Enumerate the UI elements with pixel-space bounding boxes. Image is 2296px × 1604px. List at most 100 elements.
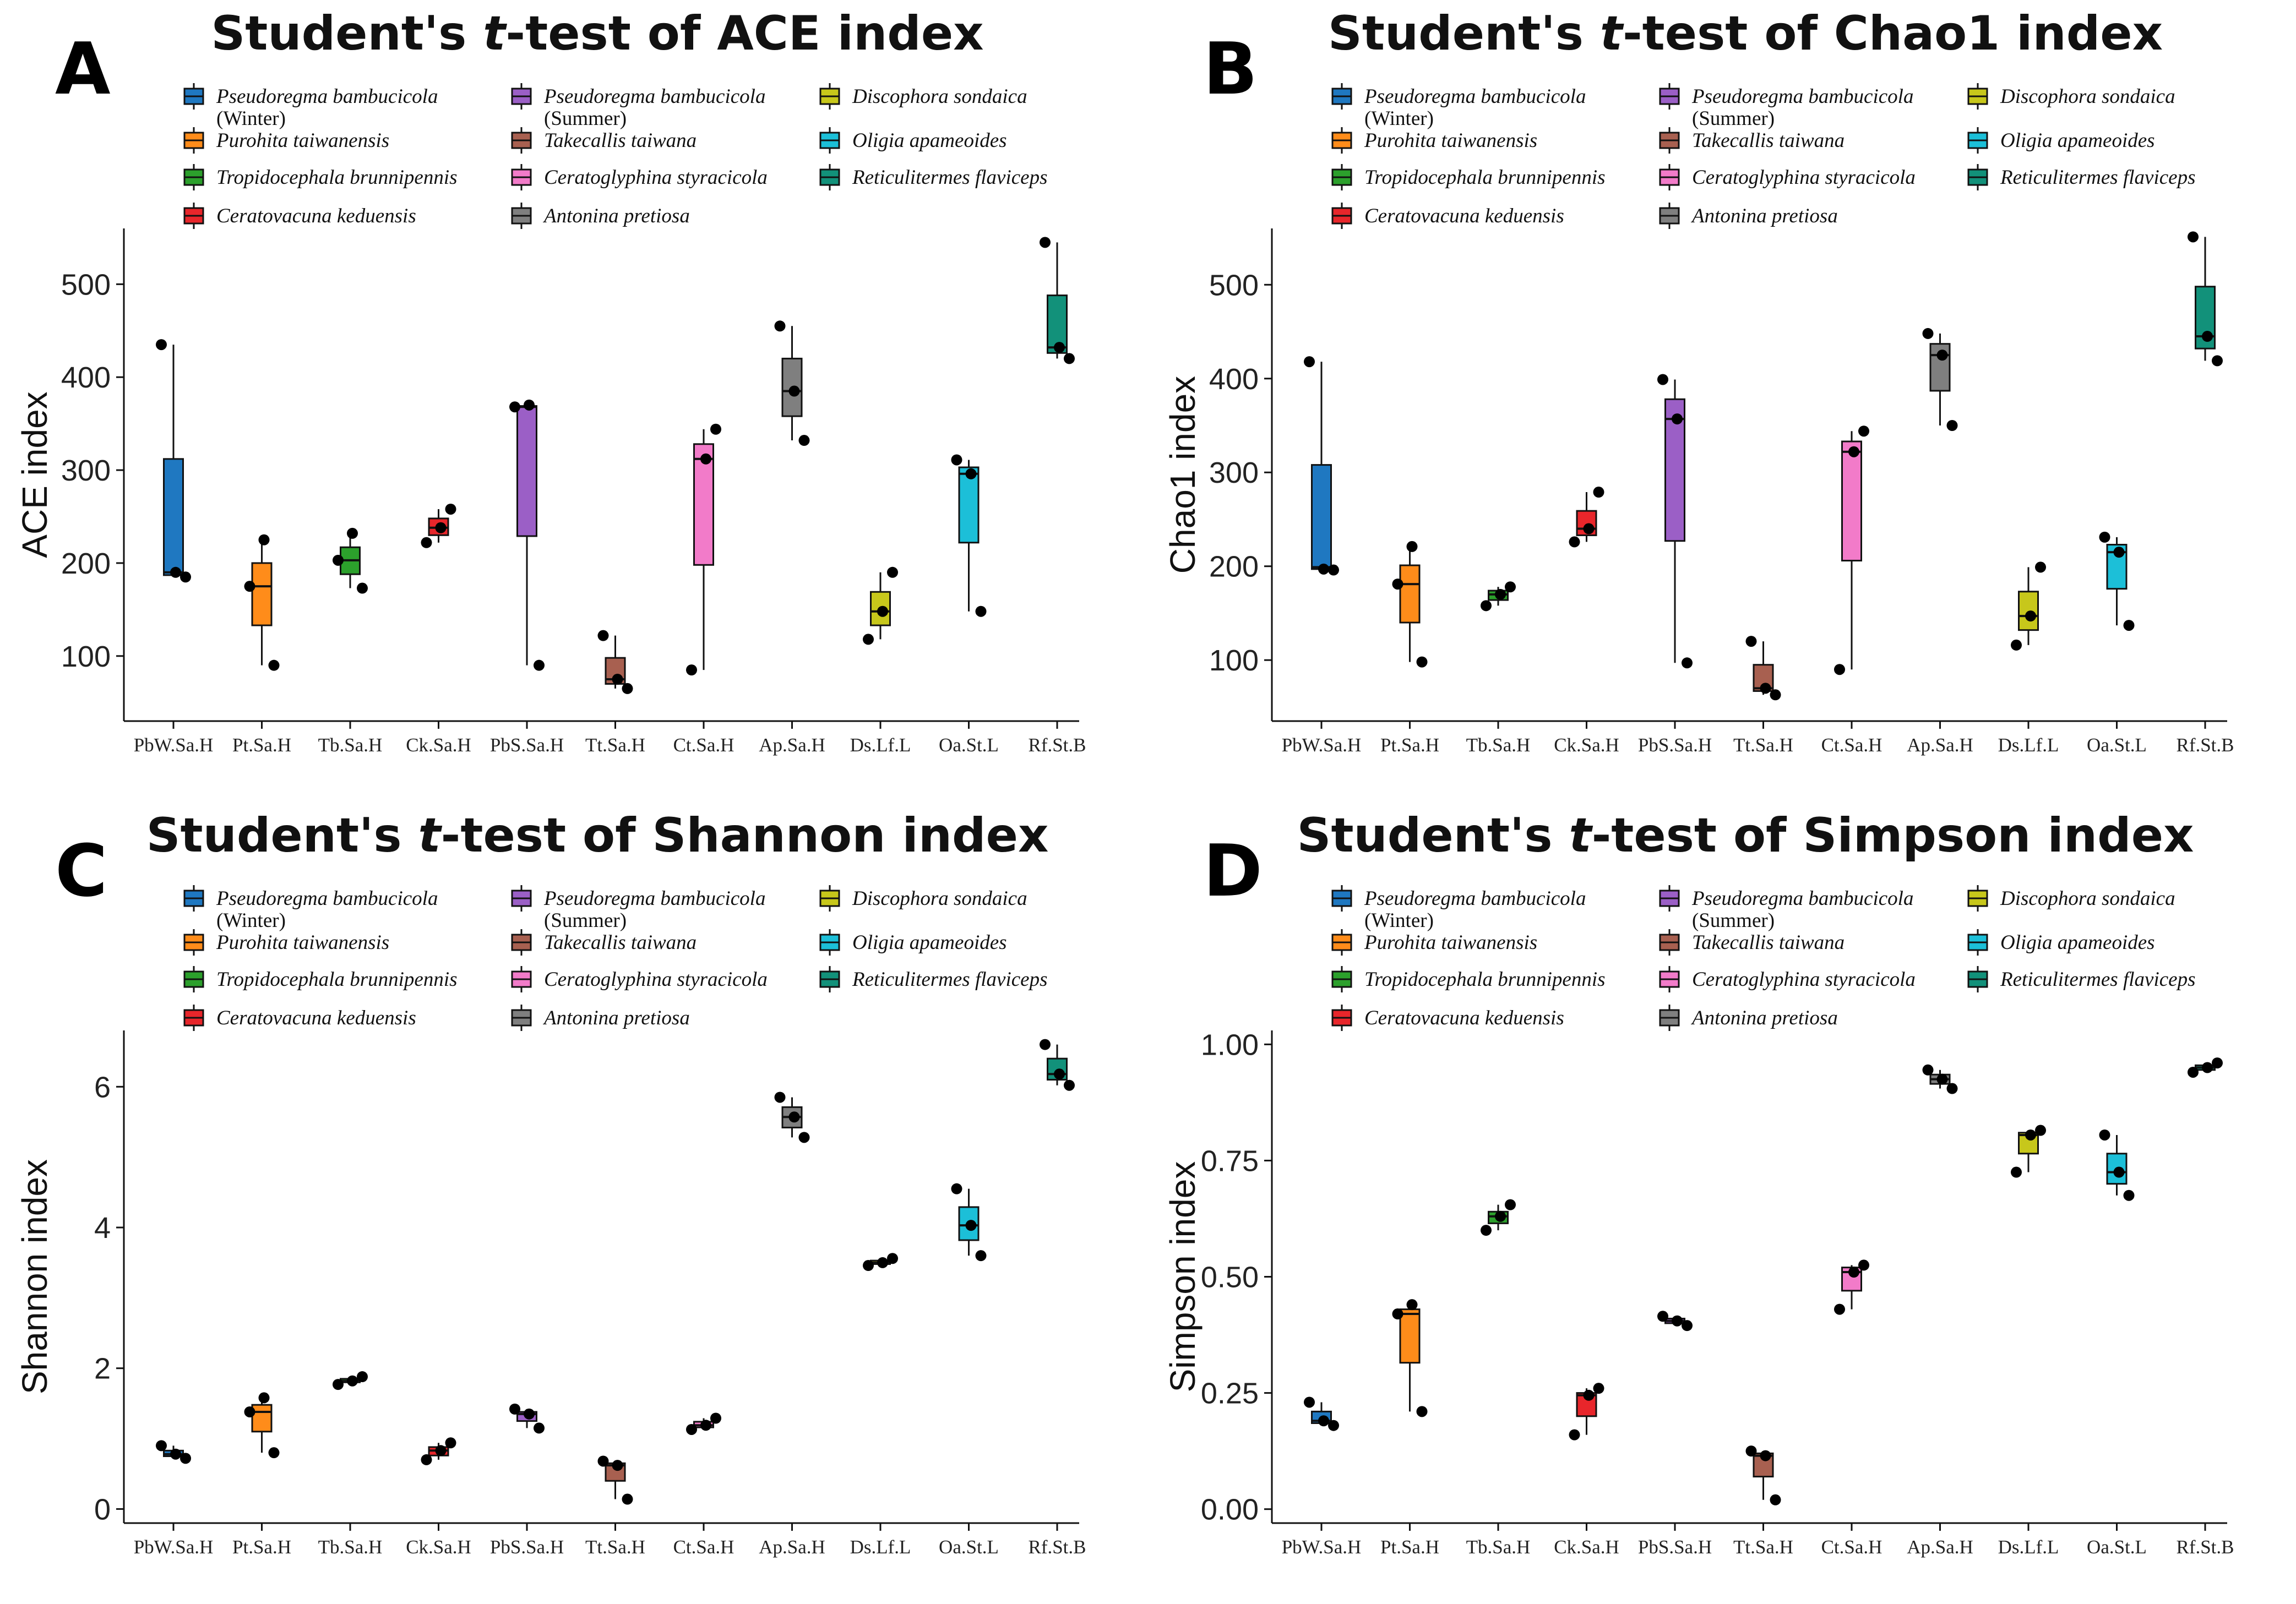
data-point	[421, 1454, 432, 1465]
data-point	[2212, 355, 2223, 367]
data-point	[1406, 541, 1418, 552]
data-point	[686, 1423, 697, 1435]
data-point	[2188, 1066, 2199, 1078]
x-tick-label: Tb.Sa.H	[1466, 734, 1531, 756]
simpson-boxplot-chart: D Student's t-test of Simpson indexPseudo…	[1163, 808, 2234, 1558]
data-point	[887, 566, 898, 578]
legend-item-oa: Oligia apameoides	[819, 929, 1007, 956]
x-tick-label: Ck.Sa.H	[406, 1536, 471, 1558]
legend-item-pt: Purohita taiwanensis	[183, 929, 389, 956]
y-tick-label: 100	[1209, 644, 1259, 677]
data-point	[1657, 1311, 1668, 1322]
legend-label: Pseudoregma bambucicola	[1691, 887, 1913, 910]
panel-d-simpson: D Student's t-test of Simpson index Pseudo…	[1148, 802, 2296, 1604]
legend-label: Oligia apameoides	[2000, 129, 2155, 152]
box-rf	[1040, 237, 1075, 364]
y-axis-label: Shannon index	[15, 1159, 55, 1394]
data-point	[1834, 664, 1845, 675]
legend-item-tb: Tropidocephala brunnipennis	[183, 164, 458, 190]
legend-label: Discophora sondaica	[852, 887, 1027, 910]
data-point	[597, 630, 609, 641]
x-tick-label: PbW.Sa.H	[134, 734, 214, 756]
legend-label: Ceratoglyphina styracicola	[544, 968, 768, 991]
legend-label: Ceratovacuna keduensis	[216, 205, 416, 227]
legend-sublabel: (Winter)	[1364, 909, 1434, 932]
y-tick-label: 2	[94, 1352, 111, 1385]
legend: Pseudoregma bambucicola(Winter)Purohita …	[183, 83, 1047, 229]
legend-item-ck: Ceratovacuna keduensis	[1331, 203, 1564, 229]
data-point	[597, 1455, 609, 1467]
data-point	[445, 503, 456, 515]
legend-sublabel: (Winter)	[1364, 107, 1434, 130]
legend-label: Ceratovacuna keduensis	[1364, 205, 1564, 227]
data-point	[863, 1260, 874, 1272]
y-tick-label: 500	[61, 268, 111, 301]
data-point	[2035, 1125, 2046, 1136]
data-point	[863, 634, 874, 645]
box-ds	[2011, 1125, 2046, 1178]
legend: Pseudoregma bambucicola(Winter)Purohita …	[1331, 83, 2195, 229]
y-tick-label: 4	[94, 1212, 111, 1245]
data-point	[2212, 1057, 2223, 1069]
y-tick-label: 100	[61, 640, 111, 673]
panel-c-shannon: C Student's t-test of Shannon index Pseudo…	[0, 802, 1148, 1604]
box-oa	[951, 454, 987, 617]
data-point	[1054, 1068, 1065, 1080]
legend-label: Reticulitermes flaviceps	[2000, 166, 2195, 189]
legend-label: Purohita taiwanensis	[216, 931, 389, 954]
legend-item-tt: Takecallis taiwana	[511, 929, 697, 956]
data-point	[1328, 1420, 1339, 1431]
data-point	[1657, 374, 1668, 385]
y-tick-label: 6	[94, 1071, 111, 1104]
data-point	[877, 605, 888, 617]
box-iqr	[251, 1404, 273, 1433]
data-point	[1858, 1259, 1869, 1271]
legend-item-oa: Oligia apameoides	[819, 127, 1007, 154]
panel-letter: B	[1203, 27, 1258, 111]
data-point	[887, 1253, 898, 1264]
data-point	[788, 1111, 800, 1123]
data-point	[1318, 563, 1329, 575]
box-rf	[2188, 231, 2223, 367]
legend-item-ap: Antonina pretiosa	[1659, 1005, 1838, 1031]
legend-label: Takecallis taiwana	[544, 931, 697, 954]
x-tick-label: Pt.Sa.H	[1380, 734, 1439, 756]
data-point	[1495, 1210, 1506, 1222]
legend-item-tb: Tropidocephala brunnipennis	[183, 966, 458, 992]
box-pt	[1392, 1299, 1428, 1417]
legend-item-pt: Purohita taiwanensis	[1331, 127, 1537, 154]
legend-label: Tropidocephala brunnipennis	[1364, 166, 1606, 189]
legend-label: Tropidocephala brunnipennis	[1364, 968, 1606, 991]
data-point	[1672, 413, 1683, 425]
data-point	[965, 468, 977, 479]
x-tick-label: Ck.Sa.H	[1554, 734, 1619, 756]
data-point	[534, 1422, 545, 1434]
chao1-boxplot-chart: B Student's t-test of Chao1 index Pseudore…	[1163, 6, 2234, 756]
data-point	[524, 1408, 535, 1420]
box-pbs	[509, 399, 545, 671]
x-tick-label: Ck.Sa.H	[406, 734, 471, 756]
x-tick-label: PbW.Sa.H	[1282, 1536, 1362, 1558]
chart-title: Student's t-test of Shannon index	[146, 808, 1049, 863]
legend-label: Tropidocephala brunnipennis	[216, 968, 458, 991]
legend-item-ds: Discophora sondaica	[1967, 83, 2175, 110]
data-point	[333, 554, 344, 566]
legend-label: Tropidocephala brunnipennis	[216, 166, 458, 189]
title-t-letter: t	[1569, 808, 1593, 863]
legend-label: Antonina pretiosa	[542, 1007, 690, 1029]
data-point	[2188, 231, 2199, 243]
x-tick-label: Ck.Sa.H	[1554, 1536, 1619, 1558]
box-iqr	[516, 405, 537, 537]
legend-item-tt: Takecallis taiwana	[1659, 929, 1845, 956]
legend-item-ct: Ceratoglyphina styracicola	[1659, 966, 1916, 992]
y-tick-label: 1.00	[1201, 1028, 1259, 1061]
x-tick-label: Ct.Sa.H	[1821, 734, 1882, 756]
data-point	[1304, 356, 1315, 368]
legend-label: Discophora sondaica	[852, 85, 1027, 108]
legend-label: Pseudoregma bambucicola	[543, 887, 765, 910]
panel-letter: D	[1203, 829, 1263, 913]
data-point	[445, 1437, 456, 1449]
legend-label: Ceratoglyphina styracicola	[1692, 968, 1916, 991]
legend-label: Takecallis taiwana	[1692, 129, 1845, 152]
box-pbw	[1304, 1396, 1339, 1431]
